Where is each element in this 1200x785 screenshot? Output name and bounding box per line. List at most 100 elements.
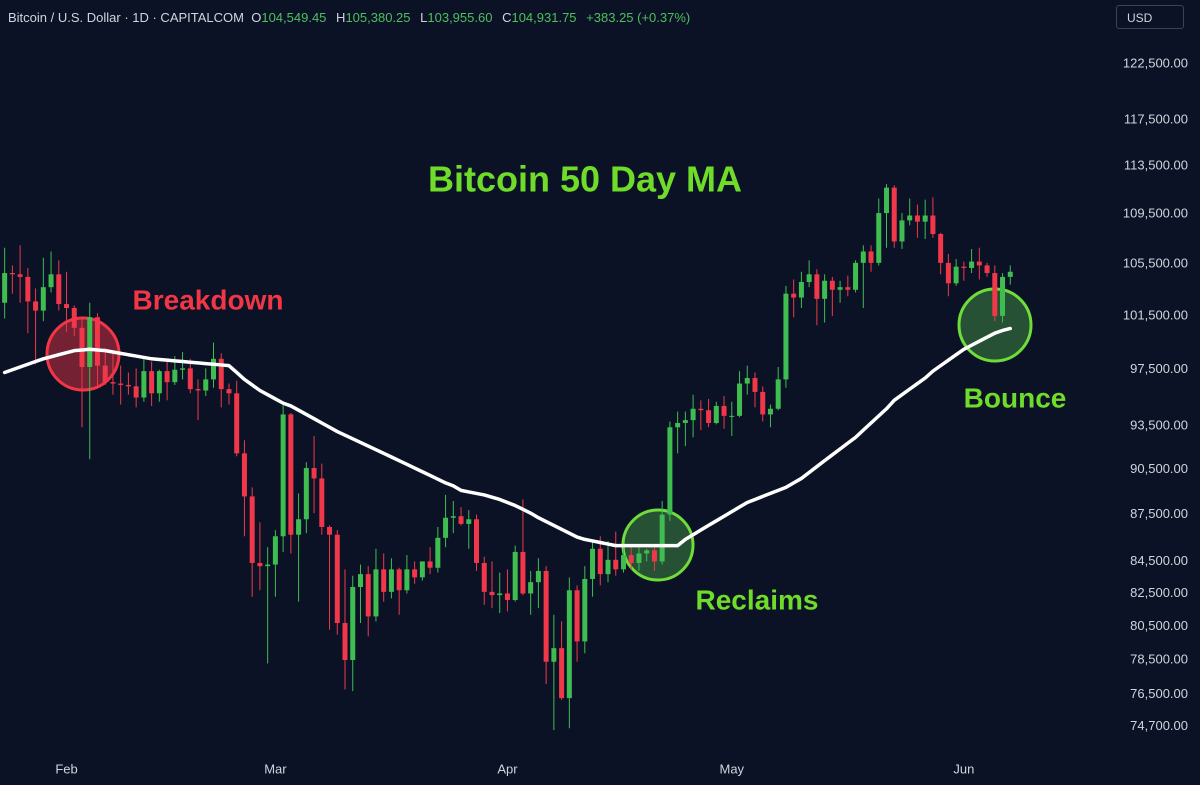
candle-body bbox=[365, 574, 371, 617]
candle-body bbox=[675, 422, 681, 428]
candle-body bbox=[744, 378, 750, 384]
candle-body bbox=[94, 317, 100, 366]
candle-body bbox=[590, 548, 596, 579]
candle-body bbox=[783, 293, 789, 380]
candle-body bbox=[203, 379, 209, 391]
candle-body bbox=[311, 468, 317, 479]
candle-body bbox=[164, 371, 170, 383]
candle-body bbox=[9, 273, 15, 275]
candle-body bbox=[342, 623, 348, 661]
y-tick-label: 76,500.00 bbox=[1130, 686, 1188, 701]
candle-body bbox=[427, 561, 433, 568]
x-tick-label: Apr bbox=[497, 761, 518, 776]
candle-body bbox=[860, 251, 866, 263]
candle-body bbox=[118, 383, 124, 385]
annotation: Bounce bbox=[964, 382, 1067, 413]
currency-button[interactable]: USD bbox=[1116, 5, 1184, 29]
candle-body bbox=[481, 562, 487, 592]
y-tick-label: 80,500.00 bbox=[1130, 618, 1188, 633]
candle-body bbox=[698, 408, 704, 411]
candle-body bbox=[110, 382, 116, 384]
candle-body bbox=[574, 590, 580, 642]
y-tick-label: 105,500.00 bbox=[1123, 256, 1188, 271]
candle-body bbox=[180, 368, 186, 370]
candle-body bbox=[257, 562, 263, 567]
candle-body bbox=[752, 378, 758, 392]
y-tick-label: 117,500.00 bbox=[1124, 111, 1188, 126]
candle-body bbox=[218, 358, 224, 390]
candle-body bbox=[211, 358, 217, 380]
candle-body bbox=[984, 265, 990, 274]
candle-body bbox=[443, 517, 449, 538]
candle-body bbox=[767, 408, 773, 415]
candle-body bbox=[535, 570, 541, 583]
candle-body bbox=[682, 420, 688, 423]
candle-body bbox=[33, 301, 39, 311]
candle-body bbox=[551, 648, 557, 662]
candle-body bbox=[961, 266, 967, 268]
candle-body bbox=[713, 405, 719, 423]
ohlc-value: 105,380.25 bbox=[345, 10, 411, 25]
y-tick-label: 97,500.00 bbox=[1130, 361, 1188, 376]
candle-body bbox=[659, 514, 665, 562]
candle-body bbox=[71, 308, 77, 328]
candle-body bbox=[1000, 276, 1006, 316]
candle-body bbox=[930, 215, 936, 235]
chart-title: Bitcoin 50 Day MA bbox=[428, 159, 742, 200]
ohlc-value: 104,931.75 bbox=[511, 10, 577, 25]
candle-body bbox=[853, 262, 859, 290]
candle-body bbox=[737, 383, 743, 416]
candle-body bbox=[938, 234, 944, 263]
candle-body bbox=[195, 389, 201, 391]
candle-body bbox=[651, 550, 657, 562]
candle-body bbox=[64, 304, 70, 309]
candle-body bbox=[489, 591, 495, 596]
y-tick-label: 74,700.00 bbox=[1130, 718, 1188, 733]
candle-body bbox=[249, 496, 255, 563]
candle-body bbox=[543, 570, 549, 662]
y-tick-label: 82,500.00 bbox=[1130, 585, 1188, 600]
x-tick-label: Mar bbox=[264, 761, 287, 776]
candle-body bbox=[721, 405, 727, 416]
candle-body bbox=[435, 537, 441, 568]
candle-body bbox=[149, 371, 155, 394]
y-tick-label: 109,500.00 bbox=[1123, 206, 1188, 221]
candle-body bbox=[458, 516, 464, 524]
candle-body bbox=[133, 386, 139, 398]
y-tick-label: 87,500.00 bbox=[1130, 506, 1188, 521]
x-tick-label: May bbox=[720, 761, 745, 776]
candle-body bbox=[760, 391, 766, 415]
candle-body bbox=[172, 369, 178, 383]
candle-body bbox=[226, 389, 232, 394]
candle-body bbox=[559, 648, 565, 699]
candle-body bbox=[79, 327, 85, 367]
candle-body bbox=[667, 427, 673, 515]
candle-body bbox=[806, 274, 812, 283]
candle-body bbox=[404, 569, 410, 591]
candle-body bbox=[566, 590, 572, 699]
candle-body bbox=[40, 287, 46, 311]
candle-body bbox=[265, 564, 271, 567]
candle-body bbox=[357, 574, 363, 587]
candle-body bbox=[497, 593, 503, 596]
candle-body bbox=[791, 293, 797, 298]
y-tick-label: 78,500.00 bbox=[1130, 651, 1188, 666]
candle-body bbox=[412, 569, 418, 578]
y-tick-label: 84,500.00 bbox=[1130, 553, 1188, 568]
candle-body bbox=[729, 415, 735, 417]
candle-body bbox=[272, 536, 278, 565]
candle-body bbox=[883, 187, 889, 214]
candle-body bbox=[512, 551, 518, 600]
candle-body bbox=[976, 261, 982, 266]
candle-body bbox=[520, 551, 526, 594]
candle-body bbox=[953, 266, 959, 284]
candle-body bbox=[2, 273, 8, 303]
ohlc-key: O bbox=[251, 10, 262, 25]
candle-body bbox=[945, 262, 951, 284]
y-tick-label: 90,500.00 bbox=[1130, 461, 1188, 476]
candle-body bbox=[605, 559, 611, 575]
candle-body bbox=[829, 280, 835, 290]
candle-body bbox=[914, 215, 920, 222]
candle-body bbox=[350, 586, 356, 661]
